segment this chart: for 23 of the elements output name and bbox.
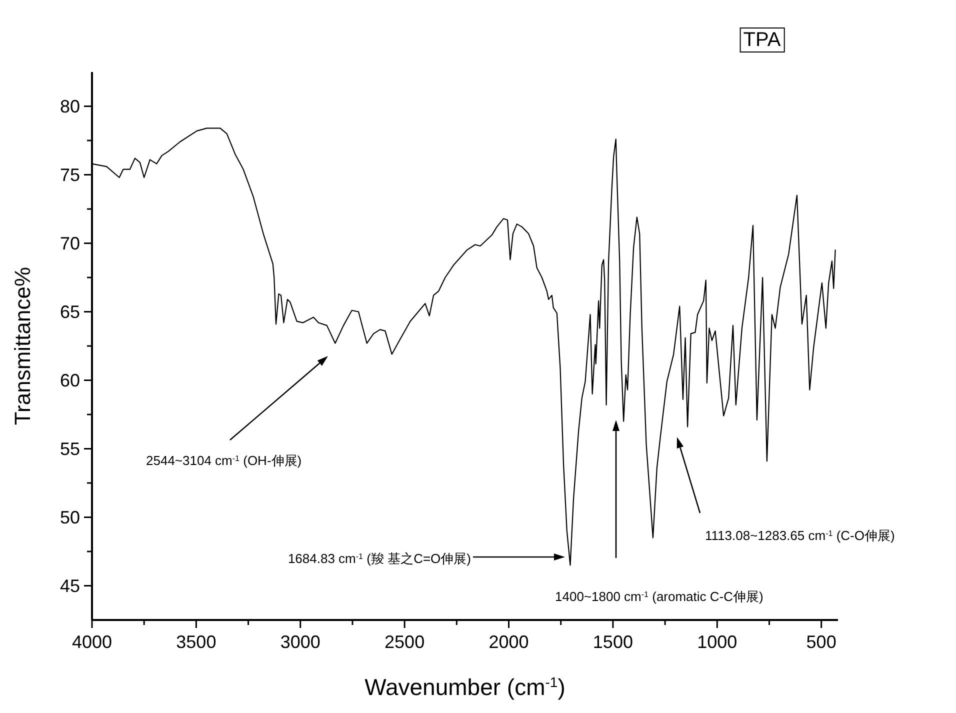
y-tick-label: 50 xyxy=(60,507,80,528)
y-tick-label: 80 xyxy=(60,96,80,116)
y-tick-label: 55 xyxy=(60,438,80,459)
annotation: 1684.83 cm$^{-1}$ (羧 基之C=O伸展) xyxy=(288,551,471,566)
x-tick-label: 3500 xyxy=(176,632,216,652)
x-tick-label: 4000 xyxy=(72,632,112,652)
x-tick-label: 1000 xyxy=(697,632,738,652)
x-tick-label: 3000 xyxy=(280,632,320,652)
title: TPA xyxy=(740,28,785,52)
y-tick-label: 75 xyxy=(60,164,80,185)
y-tick-label: 60 xyxy=(60,370,80,390)
x-tick-label: 2500 xyxy=(384,632,425,652)
annotation: 2544~3104 cm$^{-1}$ (OH-伸展) xyxy=(146,453,302,468)
x-tick-label: 1500 xyxy=(592,632,633,652)
x-tick-label: 2000 xyxy=(488,632,529,652)
x-tick-label: 500 xyxy=(806,632,836,652)
annotation: 1400~1800 cm$^{-1}$ (aromatic C-C伸展) xyxy=(555,589,764,604)
y-tick-label: 70 xyxy=(60,233,80,254)
x-axis-title: Wavenumber (cm$^{-1}$) xyxy=(364,674,566,700)
y-tick-label: 45 xyxy=(60,576,80,596)
annotation: 1113.08~1283.65 cm$^{-1}$ (C-O伸展) xyxy=(705,528,895,543)
y-tick-label: 65 xyxy=(60,302,80,322)
y-axis-title: Transmittance% xyxy=(10,266,35,426)
